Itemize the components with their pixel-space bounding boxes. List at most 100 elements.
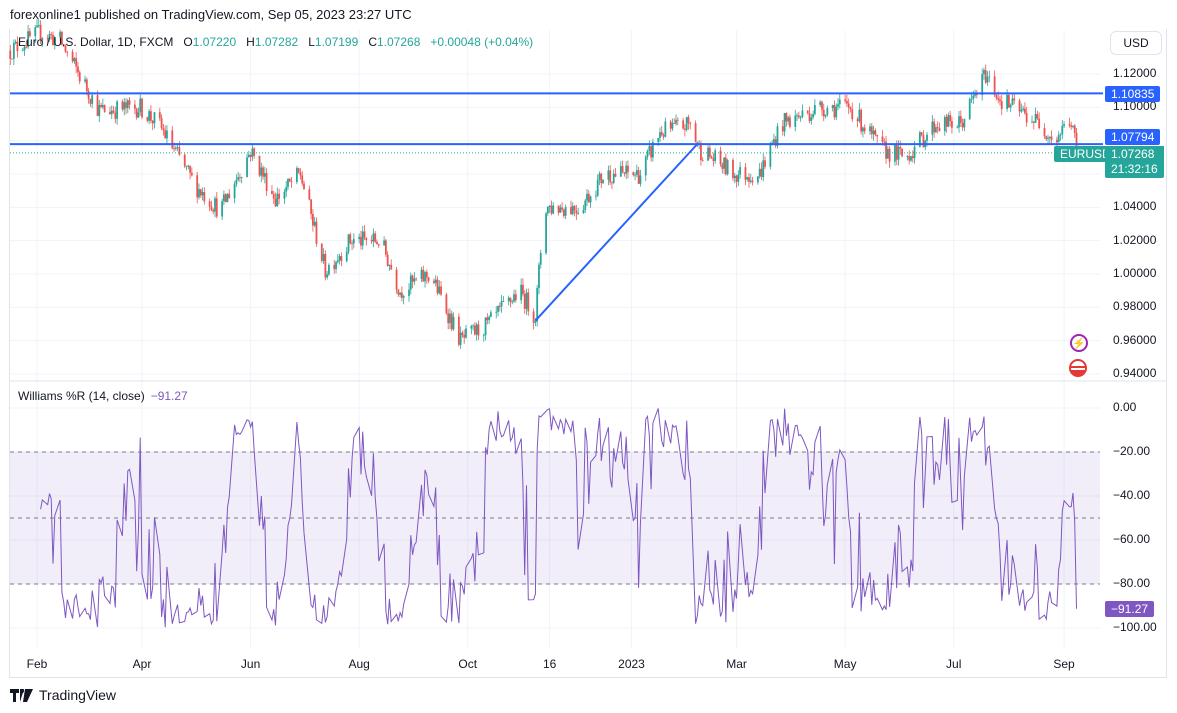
us-flag-icon[interactable] <box>1069 359 1087 377</box>
candle-body <box>571 205 574 215</box>
currency-button[interactable]: USD <box>1110 31 1162 55</box>
candle-body <box>475 324 478 335</box>
candle-body <box>701 160 704 161</box>
candle-body <box>310 199 313 214</box>
candle-body <box>773 139 775 143</box>
candle-body <box>386 254 389 266</box>
candle-body <box>28 31 31 37</box>
candle-body <box>36 25 38 28</box>
candle-body <box>85 79 88 92</box>
candle-body <box>598 173 601 180</box>
candle-body <box>1032 121 1035 123</box>
candle-body <box>39 24 42 41</box>
candle-body <box>141 98 143 118</box>
candle-body <box>328 264 330 275</box>
symbol-name[interactable]: Euro / U.S. Dollar, 1D, FXCM <box>18 35 174 49</box>
indicator-name[interactable]: Williams %R (14, close) <box>18 389 145 403</box>
chart-frame <box>9 29 1167 678</box>
candle-body <box>1057 134 1060 143</box>
wr-tick-label: −100.00 <box>1113 620 1157 634</box>
candle-body <box>100 104 102 108</box>
candle-body <box>287 179 289 188</box>
high-value: 1.07282 <box>254 35 299 49</box>
candle-body <box>926 134 928 141</box>
candle-body <box>899 146 902 149</box>
candle-body <box>171 130 174 149</box>
candle-body <box>614 173 617 177</box>
candle-body <box>278 193 280 199</box>
x-tick-label: Apr <box>132 657 152 671</box>
candle-body <box>762 160 765 178</box>
candle-body <box>78 72 81 82</box>
candle-body <box>525 292 528 309</box>
candle-body <box>714 150 717 162</box>
x-tick-label: 16 <box>542 657 557 671</box>
candle-body <box>408 289 410 297</box>
price-tick-label: 1.00000 <box>1113 265 1157 280</box>
candle-body <box>103 105 106 112</box>
candle-body <box>644 156 647 176</box>
candle-body <box>285 187 288 192</box>
candle-body <box>936 127 939 129</box>
candle-body <box>196 175 199 198</box>
candle-body <box>627 165 629 173</box>
candle-body <box>388 264 391 266</box>
candle-body <box>450 313 453 330</box>
candle-body <box>121 101 124 110</box>
candle-body <box>199 189 202 196</box>
candle-body <box>372 233 375 242</box>
candle-body <box>659 132 661 138</box>
candle-body <box>41 38 44 41</box>
tradingview-logo[interactable]: TradingView <box>10 687 116 703</box>
candle-body <box>249 154 252 157</box>
candle-body <box>189 165 191 173</box>
candle-body <box>174 147 177 150</box>
candle-body <box>290 181 293 183</box>
candle-body <box>459 332 462 345</box>
candle-body <box>783 113 786 132</box>
candle-body <box>91 95 94 104</box>
candle-body <box>477 324 480 336</box>
candle-body <box>185 165 188 167</box>
candle-body <box>849 107 852 110</box>
candle-body <box>894 144 896 162</box>
candle-body <box>409 275 412 290</box>
candle-body <box>114 112 117 119</box>
candle-body <box>751 180 754 183</box>
lightning-icon[interactable]: ⚡ <box>1070 334 1088 352</box>
candle-body <box>920 132 923 136</box>
candle-body <box>59 31 62 38</box>
candle-body <box>377 244 380 246</box>
candle-body <box>463 334 466 338</box>
candle-body <box>415 278 418 280</box>
candle-body <box>657 137 660 142</box>
candle-body <box>869 126 871 132</box>
candle-body <box>719 150 722 165</box>
candle-body <box>744 167 747 180</box>
candle-body <box>135 108 138 118</box>
x-tick-label: May <box>833 657 857 671</box>
candle-body <box>821 101 823 110</box>
candle-body <box>11 58 13 60</box>
candle-body <box>338 256 341 261</box>
candle-body <box>128 100 131 105</box>
candle-body <box>552 205 555 214</box>
wr-tick-label: −40.00 <box>1113 488 1151 502</box>
candle-body <box>401 292 403 298</box>
candle-body <box>694 123 697 142</box>
candle-body <box>587 193 590 203</box>
close-value: 1.07268 <box>376 35 421 49</box>
candle-body <box>573 205 576 211</box>
candle-body <box>984 70 987 83</box>
candle-body <box>687 117 690 124</box>
candle-body <box>888 148 891 162</box>
tradingview-logo-icon <box>10 688 33 702</box>
candle-body <box>1013 98 1016 101</box>
price-tick-label: 0.98000 <box>1113 299 1157 314</box>
candle-body <box>214 198 216 212</box>
candle-body <box>137 112 140 118</box>
candle-body <box>53 37 56 46</box>
candle-body <box>335 262 337 270</box>
candle-body <box>918 132 921 147</box>
